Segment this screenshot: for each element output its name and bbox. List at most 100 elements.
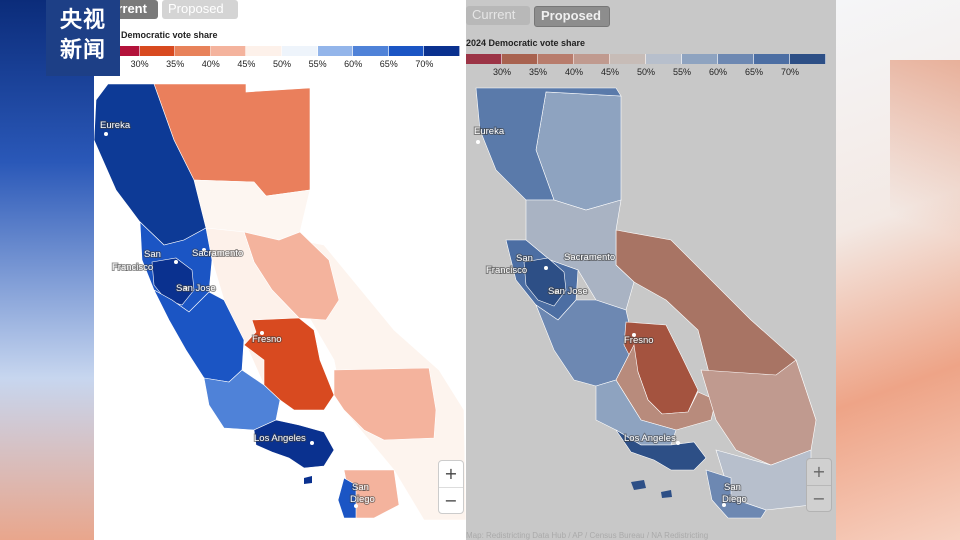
district-la-core (253, 419, 335, 469)
tab-current[interactable]: Current (466, 6, 530, 25)
district-central-coast (153, 289, 245, 383)
district-san-diego (337, 477, 357, 519)
district-la-core (615, 429, 707, 471)
city-label-sacramento: Sacramento (564, 252, 615, 263)
city-dot-los-angeles (676, 441, 680, 445)
tab-proposed[interactable]: Proposed (534, 6, 610, 27)
legend-tick-labels: 30% 35% 40% 45% 50% 55% 60% 65% 70% (104, 59, 460, 71)
legend-tick: 65% (379, 59, 398, 69)
california-district-map-proposed[interactable]: Eureka San Francisco Sacramento San Jose… (466, 0, 836, 540)
legend-tick: 30% (130, 59, 149, 69)
city-dot-san-diego (354, 504, 358, 508)
city-dot-san-francisco (174, 260, 178, 264)
map-source-note: Map: Redistricting Data Hub / AP / Censu… (466, 531, 709, 540)
legend-tick: 35% (528, 67, 548, 77)
cctv-news-logo: 央视 新闻 (46, 0, 120, 76)
district-san-diego (705, 469, 767, 519)
city-dot-fresno (260, 331, 264, 335)
city-label-los-angeles: Los Angeles (254, 433, 306, 444)
city-markers: Eureka San Francisco Sacramento San Jose… (473, 125, 748, 507)
district-north-coast (475, 87, 622, 201)
city-label-eureka: Eureka (474, 126, 505, 137)
city-dot-san-jose (554, 290, 558, 294)
legend-swatch (466, 54, 502, 64)
california-district-map-current[interactable]: Eureka San Francisco Sacramento San Jose… (94, 0, 466, 540)
legend-swatch (682, 54, 718, 64)
city-dot-san-jose (184, 286, 188, 290)
city-markers: Eureka San Francisco Sacramento San Jose… (99, 119, 376, 508)
legend-tick: 45% (237, 59, 256, 69)
city-dot-los-angeles (310, 441, 314, 445)
background-left-edge (0, 0, 100, 540)
city-dot-eureka (476, 140, 480, 144)
city-label-los-angeles: Los Angeles (624, 433, 676, 444)
legend-color-bar (104, 46, 460, 56)
legend-tick: 70% (415, 59, 434, 69)
legend-tick: 60% (708, 67, 728, 77)
legend-swatch (388, 46, 425, 56)
city-label-san-sd: San (352, 482, 369, 493)
legend-swatch (754, 54, 790, 64)
background-right-edge (836, 0, 960, 540)
legend-tick: 65% (744, 67, 764, 77)
legend-title: 2024 Democratic vote share (466, 38, 586, 48)
legend-tick: 50% (272, 59, 292, 69)
legend-tick: 70% (780, 67, 800, 77)
legend-swatch (718, 54, 754, 64)
city-label-diego: Diego (722, 494, 747, 505)
city-label-fresno: Fresno (624, 335, 654, 346)
zoom-out-button[interactable]: − (812, 489, 826, 508)
city-label-san-jose: San Jose (548, 286, 588, 297)
legend-swatch (790, 54, 826, 64)
district-bay-inner (151, 257, 195, 306)
legend-tick: 45% (600, 67, 620, 77)
legend-swatch (610, 54, 646, 64)
city-dot-sacramento (202, 248, 206, 252)
proposed-map-panel: Current Proposed 2024 Democratic vote sh… (466, 0, 836, 540)
legend-swatch (246, 46, 282, 56)
city-dot-sacramento (568, 254, 572, 258)
legend-swatch (424, 46, 460, 56)
city-label-san: San (144, 249, 161, 260)
logo-line-1: 央视 (59, 8, 106, 33)
legend-tick: 60% (344, 59, 363, 69)
legend-tick-labels: 30% 35% 40% 45% 50% 55% 60% 65% 70% (466, 67, 826, 79)
city-label-san: San (516, 253, 533, 264)
zoom-controls: + − (438, 460, 464, 514)
city-dot-fresno (632, 333, 636, 337)
legend-swatch (104, 46, 140, 56)
legend-color-bar (466, 54, 826, 64)
legend-swatch (139, 46, 176, 56)
legend-tick: 40% (564, 67, 584, 77)
city-label-francisco: Francisco (112, 262, 153, 273)
channel-island (631, 480, 646, 490)
legend-swatch (502, 54, 538, 64)
district-ventura (203, 369, 281, 431)
city-label-san-sd: San (724, 482, 741, 493)
channel-island (661, 490, 672, 498)
zoom-in-button[interactable]: + (439, 461, 463, 488)
city-label-eureka: Eureka (100, 120, 131, 131)
legend-title: Democratic vote share (121, 30, 218, 40)
city-dot-san-diego (722, 503, 726, 507)
zoom-out-button[interactable]: − (444, 491, 458, 510)
legend-swatch (646, 54, 682, 64)
tab-proposed[interactable]: Proposed (162, 0, 238, 19)
district-inland-empire (333, 367, 437, 441)
city-label-francisco: Francisco (486, 265, 527, 276)
city-label-diego: Diego (350, 494, 375, 505)
zoom-controls: + − (806, 458, 832, 512)
city-dot-san-francisco (544, 266, 548, 270)
legend-swatch (281, 46, 318, 56)
city-dot-eureka (104, 132, 108, 136)
zoom-in-button[interactable]: + (807, 459, 831, 486)
legend-swatch (353, 46, 389, 56)
legend-tick: 55% (672, 67, 692, 77)
legend-tick: 55% (308, 59, 327, 69)
legend-swatch (175, 46, 211, 56)
legend-swatch (538, 54, 574, 64)
city-label-fresno: Fresno (252, 334, 282, 345)
legend-tick: 35% (166, 59, 185, 69)
legend-tick: 40% (201, 59, 220, 69)
channel-island (304, 476, 312, 484)
